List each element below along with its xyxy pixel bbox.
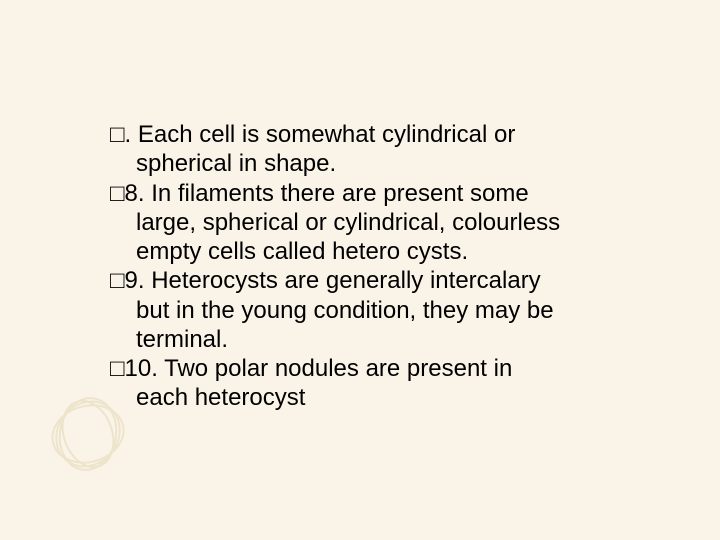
item-text-first: Each cell is somewhat cylindrical or <box>138 121 515 148</box>
slide-content: □. Each cell is somewhat cylindrical or … <box>110 120 630 413</box>
list-item: □8. In filaments there are present some … <box>110 179 630 267</box>
item-text-first: Two polar nodules are present in <box>164 355 512 382</box>
item-text-cont: large, spherical or cylindrical, colourl… <box>110 208 630 237</box>
decorative-scribble-icon <box>48 394 128 474</box>
item-text-first: In filaments there are present some <box>151 180 529 207</box>
bullet-glyph: □ <box>110 355 125 382</box>
list-item: □. Each cell is somewhat cylindrical or … <box>110 120 630 179</box>
slide: □. Each cell is somewhat cylindrical or … <box>0 0 720 540</box>
bullet-prefix: 8. <box>125 180 152 207</box>
bullet-prefix: . <box>125 121 138 148</box>
item-text-cont: terminal. <box>110 325 630 354</box>
bullet-glyph: □ <box>110 180 125 207</box>
bullet-prefix: 9. <box>125 267 152 294</box>
item-text-cont: but in the young condition, they may be <box>110 296 630 325</box>
item-text-first: Heterocysts are generally intercalary <box>151 267 541 294</box>
list-item: □9. Heterocysts are generally intercalar… <box>110 266 630 354</box>
bullet-glyph: □ <box>110 121 125 148</box>
bullet-prefix: 10. <box>125 355 165 382</box>
item-text-cont: empty cells called hetero cysts. <box>110 237 630 266</box>
item-text-cont: spherical in shape. <box>110 149 630 178</box>
item-text-cont: each heterocyst <box>110 383 630 412</box>
bullet-glyph: □ <box>110 267 125 294</box>
list-item: □10. Two polar nodules are present in ea… <box>110 354 630 413</box>
